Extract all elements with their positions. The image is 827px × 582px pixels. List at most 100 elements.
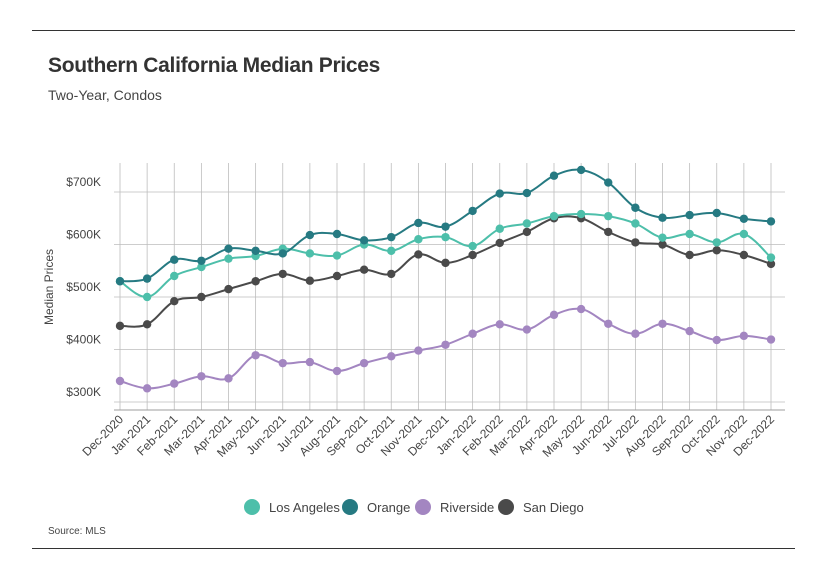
data-point-los-angeles (197, 262, 206, 272)
legend-label: Riverside (440, 500, 494, 515)
data-point-riverside (414, 346, 423, 355)
data-point-riverside (685, 326, 694, 336)
data-point-riverside (522, 325, 532, 334)
data-point-san-diego (278, 269, 287, 279)
y-tick-label: $700K (66, 175, 101, 189)
data-point-los-angeles (685, 229, 694, 239)
data-point-san-diego (414, 250, 423, 259)
data-point-san-diego (522, 227, 532, 237)
legend-item-riverside: Riverside (415, 499, 494, 515)
series-lines (115, 165, 776, 393)
data-point-riverside (115, 376, 125, 386)
data-point-los-angeles (305, 249, 315, 258)
data-point-riverside (468, 329, 477, 338)
data-point-orange (712, 208, 721, 218)
source-note: Source: MLS (48, 526, 106, 537)
data-point-los-angeles (549, 211, 559, 221)
data-point-los-angeles (387, 246, 396, 255)
data-point-riverside (251, 351, 260, 360)
data-point-san-diego (332, 271, 342, 281)
data-point-san-diego (441, 258, 450, 268)
data-point-riverside (332, 366, 342, 376)
legend-swatch (342, 499, 358, 515)
data-point-riverside (631, 329, 640, 338)
data-point-san-diego (495, 238, 504, 248)
data-point-orange (387, 232, 396, 242)
data-point-orange (468, 206, 477, 216)
data-point-orange (549, 171, 559, 180)
y-tick-label: $500K (66, 280, 101, 294)
data-point-san-diego (468, 250, 477, 260)
y-tick-label: $300K (66, 385, 101, 399)
legend-label: Orange (367, 500, 410, 515)
legend-swatch (498, 499, 514, 515)
data-point-riverside (495, 320, 504, 329)
data-point-riverside (305, 357, 315, 367)
y-axis-ticks: $300K $400K $500K $600K $700K (66, 175, 101, 399)
y-axis-title: Median Prices (42, 249, 56, 325)
data-point-orange (658, 213, 667, 222)
y-tick-label: $600K (66, 228, 101, 242)
data-point-san-diego (224, 284, 233, 294)
data-point-los-angeles (766, 253, 776, 262)
data-point-riverside (604, 319, 613, 328)
data-point-san-diego (170, 297, 179, 306)
data-point-san-diego (359, 265, 369, 274)
x-axis-ticks: Dec-2020Jan-2021Feb-2021Mar-2021Apr-2021… (79, 412, 777, 460)
data-point-san-diego (115, 321, 125, 331)
data-point-orange (604, 178, 613, 187)
data-point-orange (359, 236, 369, 245)
data-point-los-angeles (332, 251, 342, 260)
chart-subtitle: Two-Year, Condos (48, 87, 162, 103)
data-point-riverside (197, 372, 206, 381)
legend-item-orange: Orange (342, 499, 410, 515)
data-point-riverside (359, 358, 369, 368)
data-point-riverside (142, 384, 152, 393)
data-point-san-diego (142, 320, 152, 329)
data-point-los-angeles (522, 219, 532, 228)
data-point-riverside (766, 335, 776, 344)
data-point-riverside (441, 340, 450, 349)
data-point-riverside (712, 335, 721, 345)
y-tick-label: $400K (66, 333, 101, 347)
data-point-orange (115, 277, 125, 286)
data-point-san-diego (251, 277, 260, 286)
data-point-riverside (739, 331, 749, 341)
data-point-san-diego (197, 292, 206, 302)
data-point-los-angeles (604, 211, 613, 221)
data-point-los-angeles (468, 241, 477, 251)
data-point-san-diego (685, 250, 694, 260)
data-point-los-angeles (631, 219, 640, 228)
data-point-los-angeles (576, 209, 586, 219)
data-point-riverside (224, 374, 233, 383)
data-point-los-angeles (441, 232, 450, 242)
data-point-san-diego (387, 269, 396, 279)
legend-swatch (244, 499, 260, 515)
legend-item-los-angeles: Los Angeles (244, 499, 340, 515)
data-point-orange (739, 214, 749, 223)
data-point-riverside (278, 358, 287, 368)
data-point-orange (441, 222, 450, 231)
data-point-riverside (549, 310, 559, 320)
data-point-san-diego (766, 259, 776, 269)
legend-item-san-diego: San Diego (498, 499, 584, 515)
legend-swatch (415, 499, 431, 515)
data-point-san-diego (631, 238, 640, 247)
data-point-orange (197, 256, 206, 265)
data-point-los-angeles (712, 238, 721, 247)
data-point-los-angeles (739, 229, 749, 239)
legend-label: Los Angeles (269, 500, 340, 515)
data-point-orange (170, 255, 179, 264)
legend: Los Angeles Orange Riverside San Diego (244, 499, 584, 515)
data-point-san-diego (604, 227, 613, 237)
data-point-orange (224, 244, 233, 253)
data-point-orange (495, 189, 504, 198)
data-point-orange (631, 203, 640, 212)
data-point-orange (332, 229, 342, 239)
data-point-riverside (658, 319, 667, 328)
data-point-orange (576, 165, 586, 175)
series-san-diego (115, 214, 776, 331)
series-orange (115, 165, 776, 286)
